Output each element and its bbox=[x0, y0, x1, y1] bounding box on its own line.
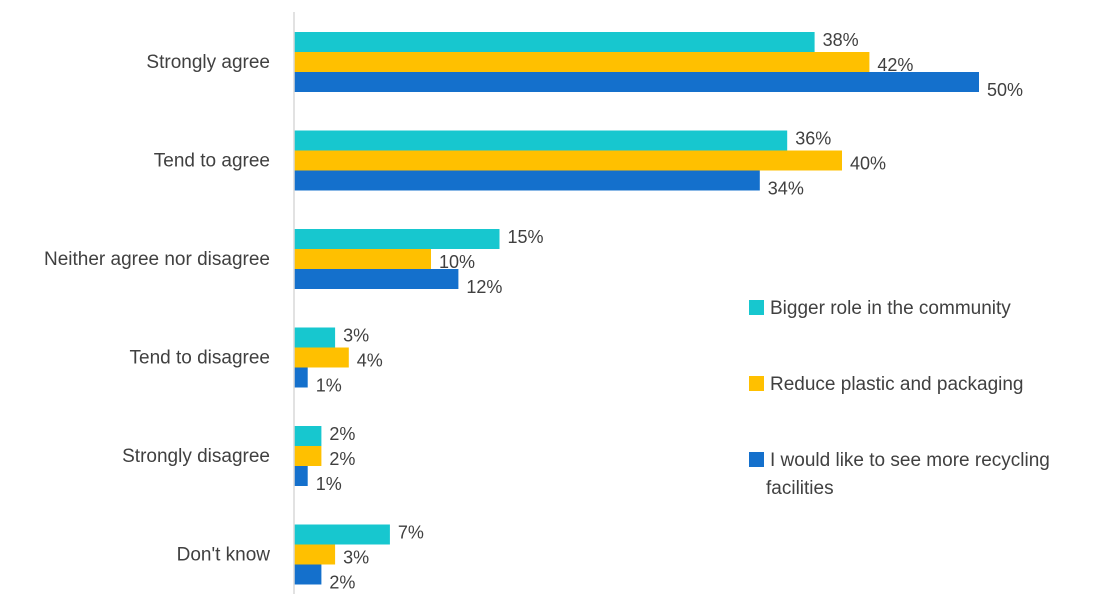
bar-tend-to-agree-series-3 bbox=[294, 170, 760, 191]
bars-layer bbox=[294, 32, 979, 585]
data-label-tend-to-disagree-series-1: 3% bbox=[343, 326, 369, 346]
data-label-don-t-know-series-3: 2% bbox=[329, 573, 355, 593]
bar-strongly-agree-series-3 bbox=[294, 72, 979, 92]
data-label-strongly-agree-series-1: 38% bbox=[823, 30, 859, 50]
data-label-tend-to-agree-series-2: 40% bbox=[850, 154, 886, 174]
data-label-strongly-agree-series-3: 50% bbox=[987, 80, 1023, 100]
legend-label-series-2: Reduce plastic and packaging bbox=[770, 374, 1024, 395]
data-label-neither-agree-nor-disagree-series-2: 10% bbox=[439, 252, 475, 272]
bar-strongly-agree-series-2 bbox=[294, 52, 870, 72]
data-label-neither-agree-nor-disagree-series-3: 12% bbox=[466, 277, 502, 297]
legend-item-series-3: I would like to see more recycling facili… bbox=[749, 450, 1050, 499]
bar-tend-to-disagree-series-1 bbox=[294, 327, 336, 348]
legend-label-series-1: Bigger role in the community bbox=[770, 298, 1011, 319]
category-label-neither-agree-nor-disagree: Neither agree nor disagree bbox=[44, 249, 270, 270]
data-label-neither-agree-nor-disagree-series-1: 15% bbox=[508, 227, 544, 247]
data-label-don-t-know-series-2: 3% bbox=[343, 548, 369, 568]
bar-don-t-know-series-1 bbox=[294, 524, 390, 545]
data-label-strongly-disagree-series-3: 1% bbox=[316, 474, 342, 494]
category-label-don-t-know: Don't know bbox=[177, 545, 271, 566]
bar-strongly-disagree-series-1 bbox=[294, 426, 322, 446]
bar-tend-to-agree-series-2 bbox=[294, 150, 842, 171]
data-label-strongly-disagree-series-2: 2% bbox=[329, 449, 355, 469]
bar-strongly-disagree-series-3 bbox=[294, 466, 308, 486]
legend-swatch-series-1 bbox=[749, 300, 764, 315]
data-label-tend-to-agree-series-3: 34% bbox=[768, 179, 804, 199]
legend: Bigger role in the community Reduce plast… bbox=[749, 298, 1050, 499]
bar-tend-to-agree-series-1 bbox=[294, 130, 788, 151]
data-label-strongly-disagree-series-1: 2% bbox=[329, 424, 355, 444]
category-label-strongly-agree: Strongly agree bbox=[146, 52, 270, 73]
bar-neither-agree-nor-disagree-series-2 bbox=[294, 249, 431, 269]
bar-don-t-know-series-3 bbox=[294, 564, 322, 585]
data-label-tend-to-agree-series-1: 36% bbox=[795, 129, 831, 149]
data-label-tend-to-disagree-series-3: 1% bbox=[316, 376, 342, 396]
category-label-tend-to-disagree: Tend to disagree bbox=[130, 348, 271, 369]
bar-neither-agree-nor-disagree-series-1 bbox=[294, 229, 500, 249]
bar-tend-to-disagree-series-3 bbox=[294, 367, 308, 388]
legend-swatch-series-3 bbox=[749, 452, 764, 467]
data-label-tend-to-disagree-series-2: 4% bbox=[357, 351, 383, 371]
bar-strongly-disagree-series-2 bbox=[294, 446, 322, 466]
legend-item-series-2: Reduce plastic and packaging bbox=[749, 374, 1024, 395]
bar-don-t-know-series-2 bbox=[294, 544, 336, 565]
category-label-strongly-disagree: Strongly disagree bbox=[122, 446, 270, 467]
bar-tend-to-disagree-series-2 bbox=[294, 347, 349, 368]
bar-strongly-agree-series-1 bbox=[294, 32, 815, 52]
bar-neither-agree-nor-disagree-series-3 bbox=[294, 269, 459, 289]
data-label-don-t-know-series-1: 7% bbox=[398, 523, 424, 543]
legend-item-series-1: Bigger role in the community bbox=[749, 298, 1011, 319]
legend-label-series-3: I would like to see more recycling facili… bbox=[766, 450, 1050, 499]
category-labels-layer: Strongly agree Tend to agree Neither agree… bbox=[44, 52, 270, 566]
category-label-tend-to-agree: Tend to agree bbox=[154, 151, 270, 172]
legend-swatch-series-2 bbox=[749, 376, 764, 391]
data-label-strongly-agree-series-2: 42% bbox=[877, 55, 913, 75]
data-labels-layer: 38% 42% 50% 36% 40% 34% 15% 10% 12% 3% 4% 1% 2% 2% 1% 7… bbox=[316, 30, 1023, 593]
